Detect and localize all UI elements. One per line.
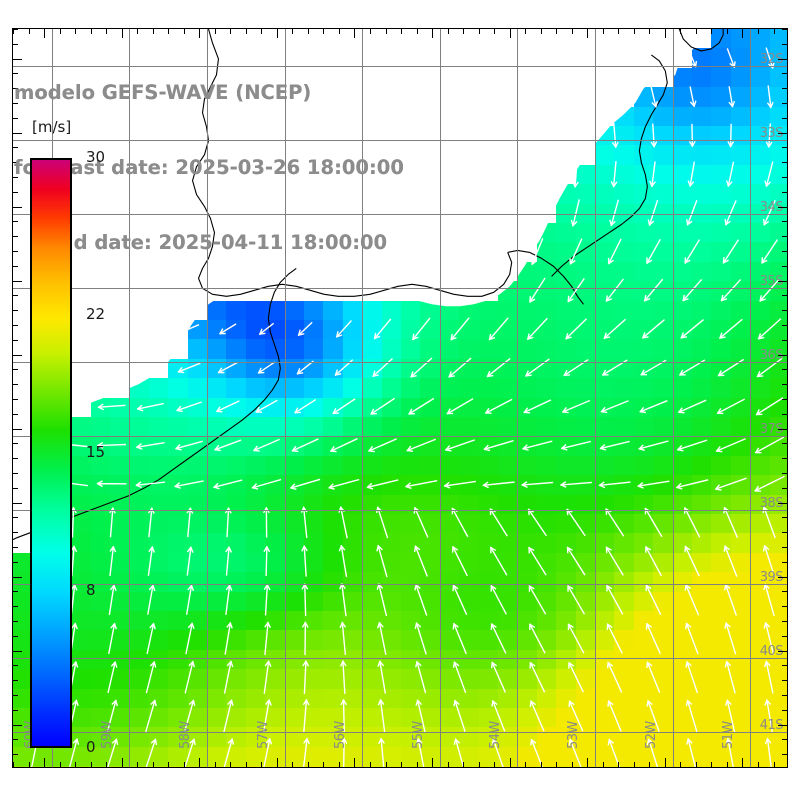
latitude-label: 40S — [759, 644, 784, 659]
colorbar-tick-label: 30 — [86, 148, 106, 166]
longitude-label: 52W — [644, 721, 659, 749]
longitude-label: 51W — [721, 721, 736, 749]
longitude-label: 58W — [178, 721, 193, 749]
valid-date: valid date: 2025-04-11 18:00:00 — [14, 231, 388, 254]
wind-vector-arrows — [30, 47, 785, 767]
latitude-label: 41S — [759, 718, 784, 733]
colorbar-tick-label: 15 — [86, 443, 106, 461]
longitude-label: 54W — [488, 721, 503, 749]
colorbar-tick-label: 0 — [86, 738, 96, 756]
latitude-label: 35S — [759, 274, 784, 289]
latitude-label: 36S — [759, 348, 784, 363]
longitude-label: 55W — [411, 721, 426, 749]
colorbar-gradient — [30, 158, 72, 748]
longitude-label: 57W — [256, 721, 271, 749]
longitude-label: 59W — [100, 721, 115, 749]
colorbar-tick-label: 8 — [86, 580, 96, 599]
latitude-label: 34S — [759, 200, 784, 215]
title-block: modelo GEFS-WAVE (NCEP) forecast date: 2… — [14, 30, 404, 305]
model-title: modelo GEFS-WAVE (NCEP) — [14, 81, 312, 104]
longitude-label: 56W — [333, 721, 348, 749]
forecast-date: forecast date: 2025-03-26 18:00:00 — [14, 156, 404, 179]
latitude-label: 39S — [759, 570, 784, 585]
latitude-label: 33S — [759, 126, 784, 141]
latitude-label: 32S — [759, 52, 784, 67]
colorbar-tick-label: 22 — [86, 305, 106, 324]
colorbar-unit-label: [m/s] — [32, 118, 72, 136]
longitude-label: 53W — [566, 721, 581, 749]
latitude-label: 38S — [759, 496, 784, 511]
windspeed-raster — [13, 29, 787, 767]
latitude-label: 37S — [759, 422, 784, 437]
